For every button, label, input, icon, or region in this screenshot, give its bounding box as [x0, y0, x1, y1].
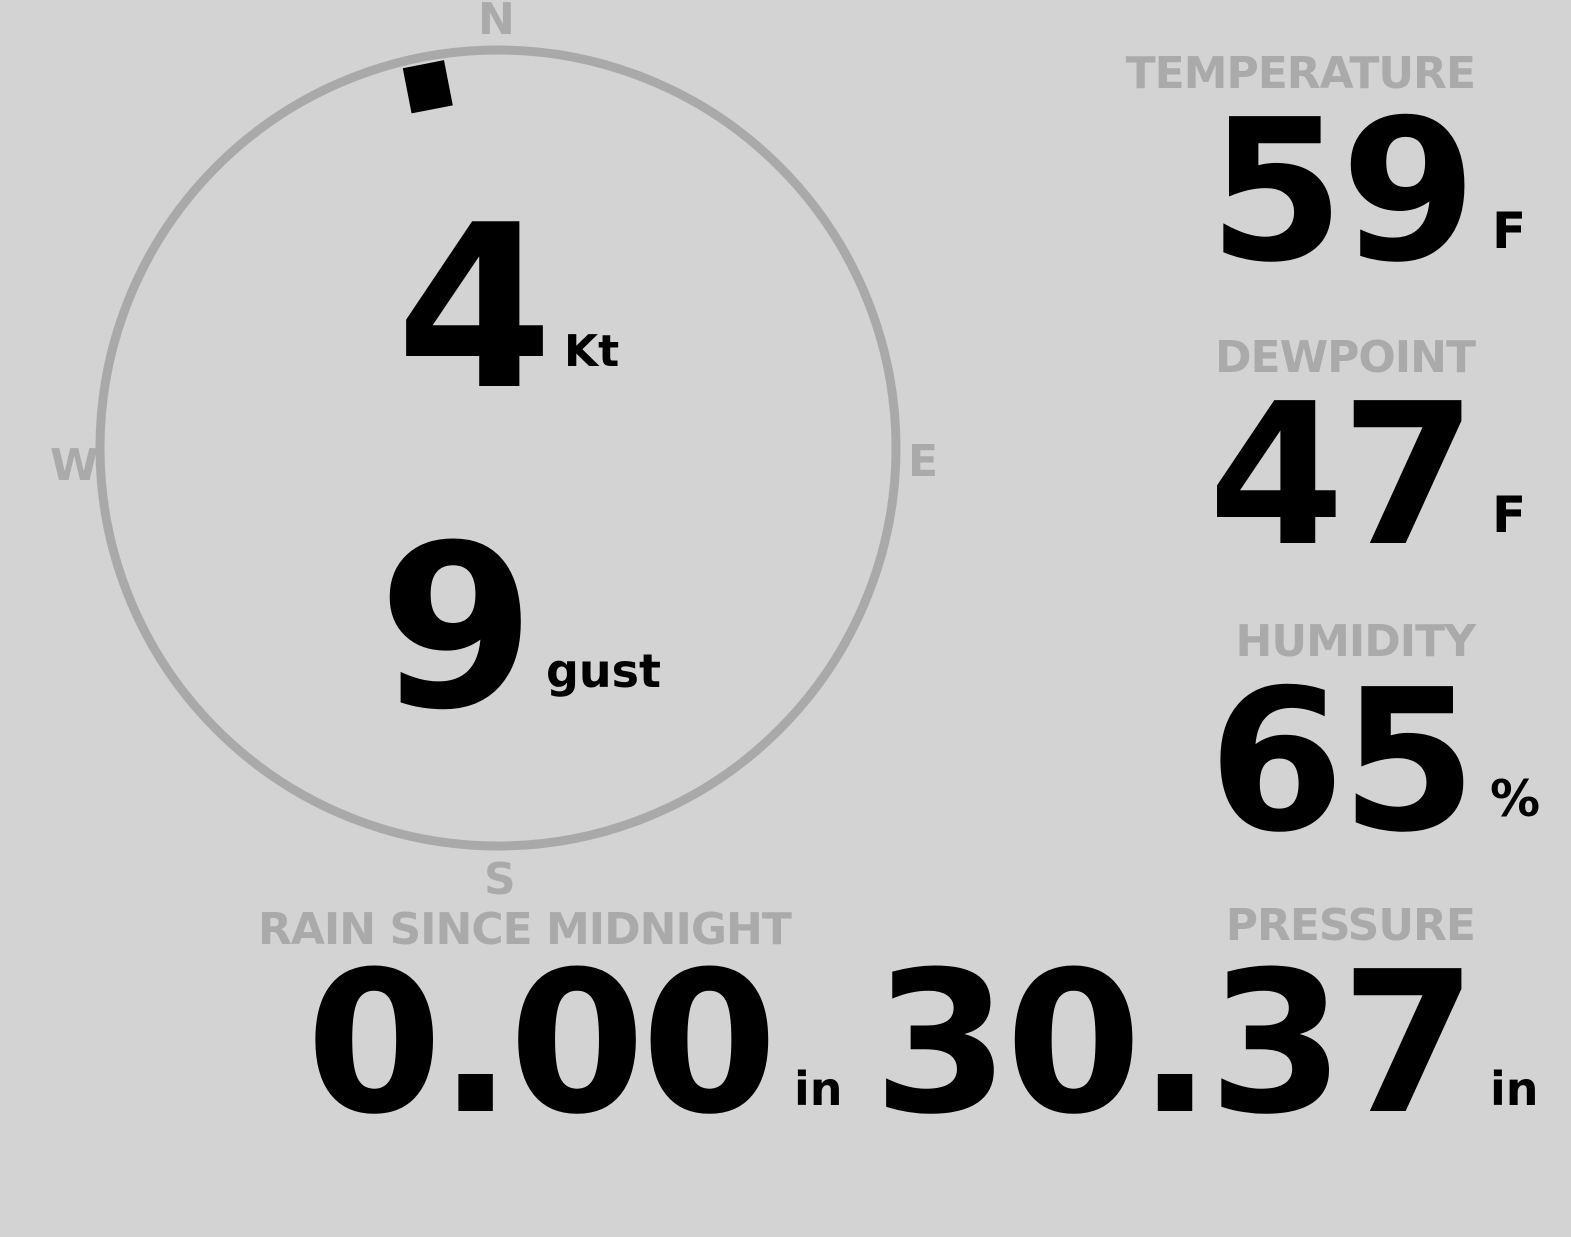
humidity-value: 65	[1208, 648, 1477, 876]
compass-east-label: E	[908, 436, 938, 487]
dewpoint-label: DEWPOINT	[1215, 332, 1476, 383]
humidity-label: HUMIDITY	[1235, 616, 1476, 667]
wind-speed-value: 4	[396, 177, 553, 440]
wind-gust-value: 9	[378, 497, 535, 760]
rain-unit: in	[794, 1062, 843, 1116]
temperature-label: TEMPERATURE	[1125, 48, 1476, 99]
dewpoint-value: 47	[1208, 362, 1477, 590]
pressure-value: 30.37	[873, 930, 1477, 1158]
compass-west-label: W	[50, 440, 99, 491]
compass-north-label: N	[478, 0, 515, 45]
wind-compass	[95, 45, 901, 851]
pressure-label: PRESSURE	[1225, 900, 1476, 951]
wind-gust-label: gust	[546, 644, 662, 698]
humidity-unit: %	[1490, 770, 1541, 828]
compass-south-label: S	[484, 854, 516, 905]
dewpoint-unit: F	[1492, 486, 1527, 544]
temperature-unit: F	[1492, 202, 1527, 260]
compass-ring	[95, 45, 901, 851]
rain-label: RAIN SINCE MIDNIGHT	[258, 904, 792, 955]
wind-speed-unit: Kt	[564, 326, 620, 377]
rain-value: 0.00	[306, 930, 778, 1158]
wind-direction-marker	[402, 60, 453, 114]
pressure-unit: in	[1490, 1062, 1539, 1116]
temperature-value: 59	[1208, 78, 1477, 306]
